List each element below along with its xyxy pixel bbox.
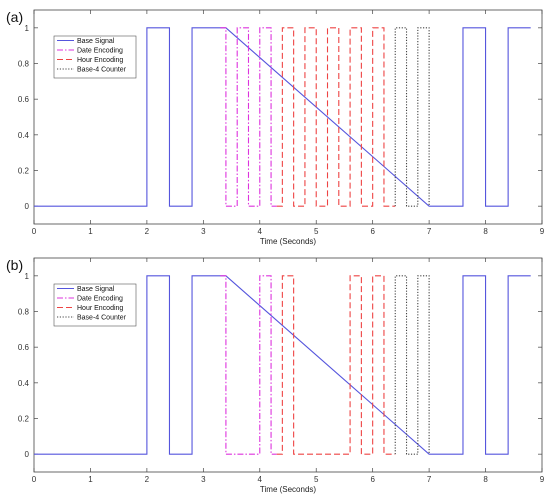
x-tick-label: 7	[427, 227, 432, 236]
x-tick-label: 9	[540, 475, 545, 484]
legend-box	[53, 283, 137, 327]
y-tick-label: 0.4	[18, 379, 30, 388]
x-tick-label: 6	[370, 227, 375, 236]
x-tick-label: 4	[258, 475, 263, 484]
legend-box	[53, 35, 137, 79]
chart-panel-0: (a) 0 1 2 3 4 5 6 7 8 9 0 0.2 0.4 0.6 0.8 1 Time (Seconds…	[6, 9, 545, 246]
x-tick-label: 0	[32, 475, 37, 484]
series-line-base-signal	[34, 27, 531, 207]
y-tick-label: 0.6	[18, 95, 30, 104]
legend-entry: Date Encoding	[77, 296, 123, 303]
y-tick-label: 1	[25, 272, 30, 281]
legend-entry: Base Signal	[77, 38, 115, 45]
y-tick-label: 0.4	[18, 131, 30, 140]
y-tick-label: 0.2	[18, 167, 30, 176]
x-axis-title: Time (Seconds)	[260, 237, 317, 246]
x-tick-label: 5	[314, 227, 319, 236]
series-line-base-signal	[34, 275, 531, 455]
series-line-date-encoding	[220, 275, 277, 455]
series-line-hour-encoding	[276, 27, 396, 207]
x-tick-label: 7	[427, 475, 432, 484]
x-tick-label: 0	[32, 227, 37, 236]
y-tick-label: 0.6	[18, 343, 30, 352]
legend-entry: Base Signal	[77, 286, 115, 293]
panel-label: (a)	[6, 9, 23, 25]
x-tick-label: 9	[540, 227, 545, 236]
x-tick-label: 6	[370, 475, 375, 484]
legend-entry: Base-4 Counter	[77, 315, 127, 322]
chart-panel-1: (b) 0 1 2 3 4 5 6 7 8 9 0 0.2 0.4 0.6 0.8 1 Time (Seconds…	[6, 257, 545, 494]
legend-entry: Hour Encoding	[77, 305, 123, 312]
x-tick-label: 4	[258, 227, 263, 236]
legend-entry: Base-4 Counter	[77, 67, 127, 74]
x-tick-label: 8	[483, 227, 488, 236]
y-tick-label: 0	[25, 450, 30, 459]
y-tick-label: 0.8	[18, 308, 30, 317]
legend-entry: Hour Encoding	[77, 57, 123, 64]
panel-label: (b)	[6, 257, 23, 273]
x-tick-label: 1	[88, 475, 93, 484]
x-tick-label: 3	[201, 227, 206, 236]
x-tick-label: 2	[145, 475, 150, 484]
y-tick-label: 0.2	[18, 415, 30, 424]
series-line-hour-encoding	[276, 275, 396, 455]
y-tick-label: 0.8	[18, 60, 30, 69]
x-tick-label: 2	[145, 227, 150, 236]
x-tick-label: 5	[314, 475, 319, 484]
series-line-base-4-counter	[394, 275, 430, 455]
y-tick-label: 1	[25, 24, 30, 33]
x-tick-label: 1	[88, 227, 93, 236]
x-tick-label: 8	[483, 475, 488, 484]
x-axis-title: Time (Seconds)	[260, 485, 317, 494]
series-line-date-encoding	[220, 27, 277, 207]
legend-entry: Date Encoding	[77, 48, 123, 55]
x-tick-label: 3	[201, 475, 206, 484]
series-line-base-4-counter	[394, 27, 430, 207]
y-tick-label: 0	[25, 202, 30, 211]
